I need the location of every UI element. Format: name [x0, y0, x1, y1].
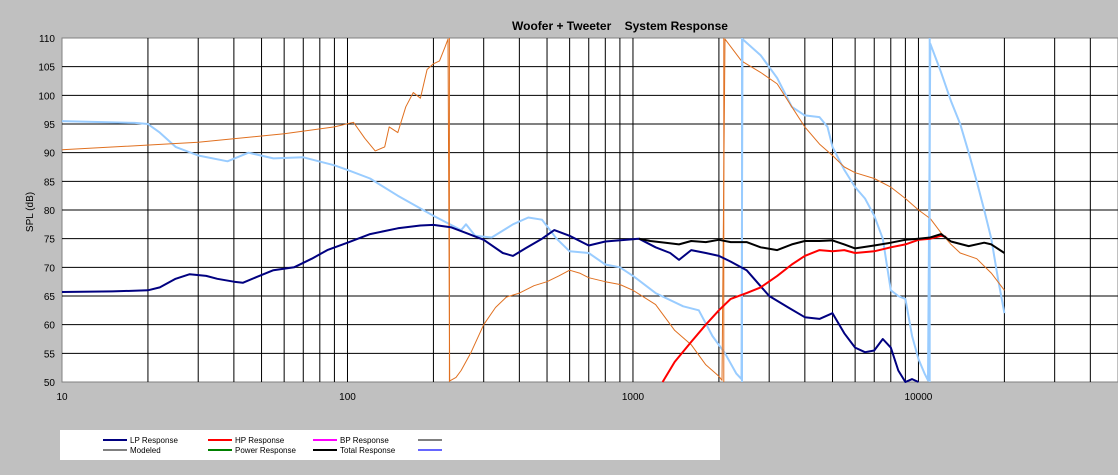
legend-label: Total Response [340, 446, 396, 455]
x-tick-label: 100 [339, 392, 356, 403]
y-tick-label: 50 [44, 378, 56, 389]
series-line-8 [638, 233, 1005, 254]
y-tick-label: 90 [44, 149, 56, 160]
y-tick-label: 100 [38, 91, 55, 102]
y-tick-label: 70 [44, 263, 56, 274]
series-line-1 [61, 38, 1005, 382]
y-tick-label: 60 [44, 321, 56, 332]
legend-label: HP Response [235, 436, 285, 445]
series-line-6 [61, 223, 919, 383]
y-tick-label: 75 [44, 235, 56, 246]
legend-items: LP Response HP Response BP Response Modeled… [103, 436, 442, 455]
y-tick-label: 95 [44, 120, 56, 131]
y-tick-label: 105 [38, 63, 55, 74]
y-tick-label: 80 [44, 206, 56, 217]
legend-label: LP Response [130, 436, 178, 445]
y-axis-label: SPL (dB) [25, 192, 36, 232]
y-tick-label: 85 [44, 177, 56, 188]
horizontal-gridlines [62, 66, 1118, 354]
x-tick-label: 10000 [905, 392, 933, 403]
legend-label: Power Response [235, 446, 296, 455]
x-tick-label: 10 [56, 392, 68, 403]
series-line-0 [61, 38, 1006, 382]
x-tick-labels: 10 100 1000 10000 [56, 392, 932, 403]
legend-label: Modeled [130, 446, 161, 455]
series-line-7 [661, 234, 947, 383]
series-layer [61, 38, 1006, 383]
y-tick-labels: 50 55 60 65 70 75 80 85 90 95 100 105 110 [38, 34, 55, 389]
legend [60, 430, 720, 460]
x-tick-label: 1000 [622, 392, 645, 403]
chart-title: Woofer + Tweeter System Response [512, 19, 728, 33]
y-tick-label: 65 [44, 292, 56, 303]
y-tick-label: 55 [44, 349, 56, 360]
legend-label: BP Response [340, 436, 389, 445]
y-tick-label: 110 [39, 34, 55, 45]
